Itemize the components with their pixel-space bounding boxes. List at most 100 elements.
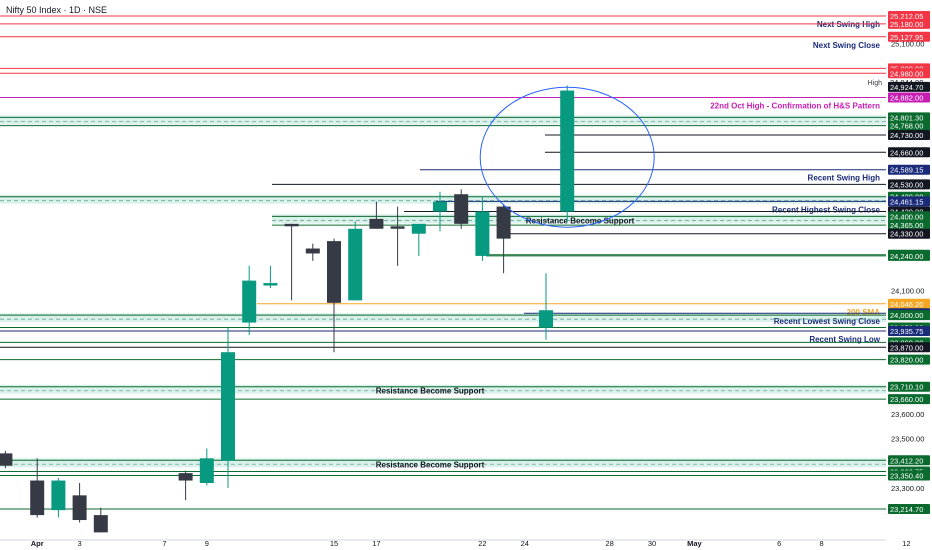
- level-label: Resistance Become Support: [376, 460, 485, 469]
- price-tag-text: 24,240.00: [890, 252, 923, 261]
- price-tag-text: 24,461.15: [890, 197, 923, 206]
- price-tag-text: 23,820.00: [890, 356, 923, 365]
- plot-area: Next Swing High Next Swing Close 22nd Oct …: [0, 15, 886, 533]
- price-tag-text: 25,127.95: [890, 33, 923, 42]
- x-tick-label: 9: [205, 539, 209, 548]
- candle-body: [30, 480, 45, 516]
- y-tick-label: 23,600.00: [891, 410, 924, 419]
- x-tick-label: 17: [372, 539, 380, 548]
- price-tag-text: 24,882.00: [890, 93, 923, 102]
- price-tag: [888, 81, 930, 92]
- price-tag-text: 24,000.00: [890, 311, 923, 320]
- price-tag-text: 23,660.00: [890, 395, 923, 404]
- candle-body: [327, 241, 341, 303]
- x-tick-label: 28: [605, 539, 613, 548]
- price-tag: [888, 31, 930, 42]
- price-tag: [888, 211, 930, 222]
- price-tag-text: 24,980.00: [890, 69, 923, 78]
- x-tick-label: 15: [330, 539, 338, 548]
- support-zone: [0, 458, 886, 468]
- price-tag: [888, 164, 930, 175]
- level-label: 200 SMA: [847, 308, 881, 317]
- x-tick-label: 8: [820, 539, 824, 548]
- price-tag: [888, 342, 930, 353]
- candle-body: [0, 453, 13, 466]
- candle-body: [199, 458, 214, 484]
- price-tag: [888, 455, 930, 466]
- price-tag-text: 23,412.20: [890, 456, 923, 465]
- candle-body: [221, 352, 235, 461]
- price-tag-text: 24,365.00: [890, 221, 923, 230]
- level-label: Resistance Become Support: [376, 387, 485, 396]
- level-label: 22nd Oct High - Confirmation of H&S Patt…: [710, 101, 880, 110]
- level-label: Recent Lowest Swing Close: [774, 317, 881, 326]
- price-tag-text: 25,180.00: [890, 20, 923, 29]
- price-tag-text: 24,801.30: [890, 113, 923, 122]
- x-tick-label: 3: [78, 539, 82, 548]
- candle-body: [51, 480, 66, 511]
- price-tag: [888, 470, 930, 481]
- price-tag-text: 23,870.00: [890, 343, 923, 352]
- support-zone: [0, 115, 886, 125]
- price-tag-text: 23,935.75: [890, 327, 923, 336]
- support-zone: [0, 313, 886, 323]
- candle-body: [496, 206, 511, 239]
- price-tag-text: 24,730.00: [890, 131, 923, 140]
- x-tick-label: 24: [521, 539, 529, 548]
- candle-body: [454, 194, 469, 224]
- price-tag-text: 24,589.15: [890, 166, 923, 175]
- level-label: Recent Swing High: [808, 174, 881, 183]
- price-tag-text: 23,710.10: [890, 383, 923, 392]
- price-tag-text: 24,660.00: [890, 148, 923, 157]
- high-tag: High: [868, 80, 883, 87]
- price-axis: 25,100.00 24,100.00 23,600.00 23,500.00 23,3…: [888, 0, 932, 540]
- x-tick-label: 22: [478, 539, 486, 548]
- candle-body: [433, 201, 447, 212]
- x-tick-label: 12: [902, 539, 910, 548]
- candle-body: [369, 218, 384, 229]
- price-tag: [888, 92, 930, 103]
- price-tag: [888, 326, 930, 337]
- x-tick-label: 7: [162, 539, 166, 548]
- level-label: Next Swing Close: [813, 41, 881, 50]
- price-tag: [888, 298, 930, 309]
- price-tag: [888, 250, 930, 261]
- price-tag-text: 23,350.40: [890, 472, 923, 481]
- price-tag-text: 24,530.00: [890, 180, 923, 189]
- candle-body: [305, 248, 320, 254]
- support-zone: [0, 194, 886, 204]
- price-tag: [888, 120, 930, 131]
- time-axis: Apr379151722242830May6812141620222628Jun: [0, 539, 911, 548]
- candle-body: [93, 515, 108, 533]
- price-tag: [888, 129, 930, 140]
- x-tick-label: May: [687, 539, 702, 548]
- price-tag: [888, 147, 930, 158]
- x-tick-label: Apr: [31, 539, 44, 548]
- level-label: Recent Swing Low: [809, 335, 880, 344]
- price-tag: [888, 11, 930, 21]
- price-tag-text: 24,924.70: [890, 83, 923, 92]
- price-tag: [888, 18, 930, 29]
- level-label: Resistance Become Support: [526, 216, 635, 225]
- price-tag: [888, 310, 930, 321]
- x-tick-label: 30: [648, 539, 656, 548]
- candle-body: [348, 228, 363, 301]
- candle-body: [72, 495, 87, 521]
- price-tag-text: 23,214.70: [890, 505, 923, 514]
- candle-body: [284, 223, 299, 227]
- y-tick-label: 24,100.00: [891, 286, 924, 295]
- y-tick-label: 23,300.00: [891, 484, 924, 493]
- price-tag: [888, 68, 930, 79]
- price-tag-text: 25,212.05: [890, 12, 923, 21]
- price-tag: [888, 220, 930, 231]
- price-tag: [888, 381, 930, 392]
- price-tag: [888, 196, 930, 207]
- candle-body: [475, 211, 490, 256]
- level-label: Recent Highest Swing Close: [772, 205, 881, 214]
- price-tag: [888, 354, 930, 365]
- candle-body: [390, 226, 405, 229]
- level-label: Next Swing High: [817, 20, 880, 29]
- price-tag: [888, 179, 930, 190]
- candle-body: [178, 473, 193, 481]
